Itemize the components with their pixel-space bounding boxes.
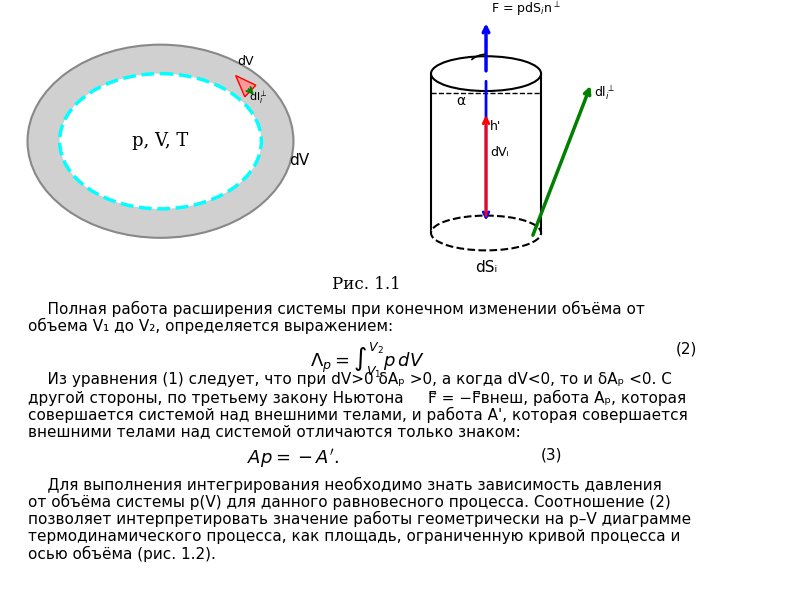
Text: dV: dV	[238, 55, 254, 68]
Text: dSᵢ: dSᵢ	[475, 260, 497, 275]
Text: от объёма системы p(V) для данного равновесного процесса. Соотношение (2): от объёма системы p(V) для данного равно…	[27, 494, 670, 510]
Polygon shape	[431, 74, 541, 233]
Text: Рис. 1.1: Рис. 1.1	[333, 277, 401, 293]
Ellipse shape	[60, 74, 262, 209]
Text: dV: dV	[289, 153, 309, 168]
Text: dVᵢ: dVᵢ	[490, 146, 510, 160]
Text: (3): (3)	[541, 448, 562, 463]
Text: F = pdS$_i$n$^{\perp}$: F = pdS$_i$n$^{\perp}$	[490, 0, 560, 17]
Text: $Ap = -A'.$: $Ap = -A'.$	[247, 448, 339, 470]
Text: другой стороны, по третьему закону Ньютона     F⃗ = −F⃗внеш, работа Aₚ, которая: другой стороны, по третьему закону Ньюто…	[27, 389, 686, 406]
Text: позволяет интерпретировать значение работы геометрически на p–V диаграмме: позволяет интерпретировать значение рабо…	[27, 511, 690, 527]
Text: $\Lambda_p = \int_{V_1}^{V_2} p\,dV$: $\Lambda_p = \int_{V_1}^{V_2} p\,dV$	[310, 341, 424, 380]
Ellipse shape	[27, 44, 294, 238]
Text: объема V₁ до V₂, определяется выражением:: объема V₁ до V₂, определяется выражением…	[27, 318, 393, 334]
Ellipse shape	[431, 56, 541, 91]
Text: (2): (2)	[675, 341, 697, 356]
Text: h': h'	[490, 120, 501, 133]
Text: внешними телами над системой отличаются только знаком:: внешними телами над системой отличаются …	[27, 424, 520, 439]
Text: Полная работа расширения системы при конечном изменении объёма от: Полная работа расширения системы при кон…	[27, 301, 644, 317]
Ellipse shape	[431, 215, 541, 250]
Text: осью объёма (рис. 1.2).: осью объёма (рис. 1.2).	[27, 546, 215, 562]
Text: термодинамического процесса, как площадь, ограниченную кривой процесса и: термодинамического процесса, как площадь…	[27, 529, 680, 544]
Text: p, V, T: p, V, T	[132, 132, 189, 150]
Text: dl$_i^{\perp}$: dl$_i^{\perp}$	[249, 89, 267, 106]
Text: совершается системой над внешними телами, и работа A', которая совершается: совершается системой над внешними телами…	[27, 407, 687, 423]
Text: Из уравнения (1) следует, что при dV>0 δAₚ >0, а когда dV<0, то и δAₚ <0. С: Из уравнения (1) следует, что при dV>0 δ…	[27, 372, 671, 387]
Polygon shape	[236, 76, 256, 97]
Text: dl$_i^{\perp}$: dl$_i^{\perp}$	[594, 83, 615, 103]
Text: Для выполнения интегрирования необходимо знать зависимость давления: Для выполнения интегрирования необходимо…	[27, 476, 662, 493]
Text: α: α	[456, 94, 465, 107]
